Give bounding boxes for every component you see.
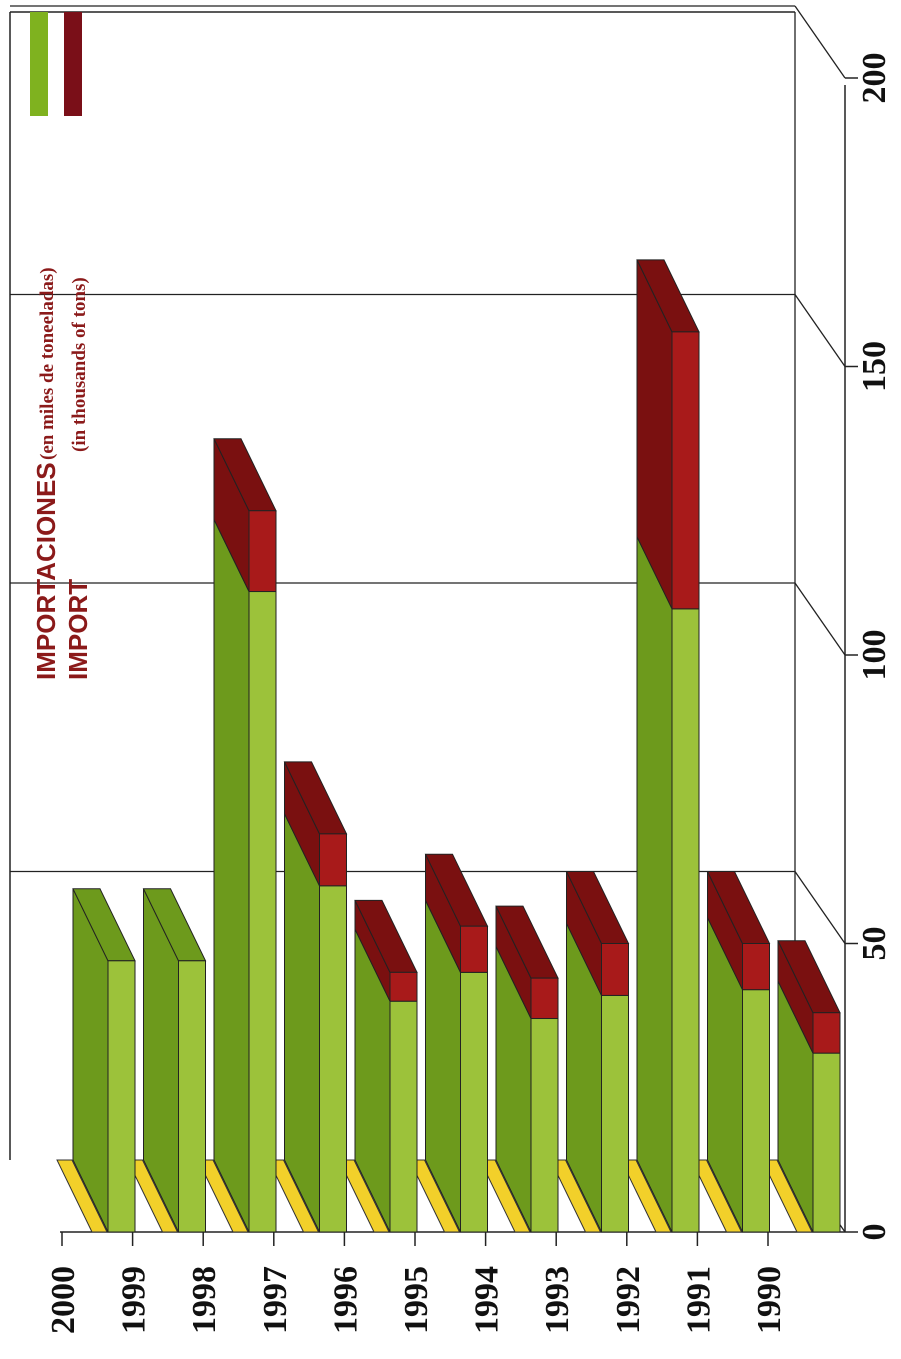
legend-swatch-red [64,12,82,116]
bar-series0 [460,971,488,1233]
legend-swatch-green [30,12,48,116]
category-tick-label: 1991 [680,1266,717,1334]
category-tick-label: 1995 [398,1266,435,1334]
bar-series1 [742,943,770,991]
floor-segment [408,1159,461,1233]
bar-side-series0 [636,536,673,1233]
bar-series1 [319,833,347,887]
floor-segment [267,1159,320,1233]
value-tick-label: 0 [856,1224,893,1241]
chart-subtitle-en: (in thousands of tons) [69,277,90,452]
bar-series0 [319,885,347,1233]
floor-segment [549,1159,602,1233]
bar-series1 [530,977,559,1020]
category-tick-label: 1990 [751,1266,788,1334]
value-tick-label: 150 [856,341,893,392]
value-tick-label: 200 [856,53,893,104]
bar-series1 [812,1012,841,1054]
bar-series1 [389,971,418,1002]
category-tick-label: 1993 [539,1266,576,1334]
category-tick-label: 2000 [45,1266,82,1334]
category-tick-label: 1996 [327,1266,364,1334]
bar-series0 [248,591,277,1233]
bar-side-series0 [284,813,320,1233]
chart-floor [56,1159,813,1233]
legend: IMPORTACIONES (en miles de toneeladas) I… [30,12,93,680]
floor-segment [56,1159,108,1233]
bar-series1 [671,331,700,610]
floor-segment [620,1159,672,1233]
gridline-diagonal [794,294,846,367]
bar-series0 [530,1018,559,1233]
value-axis: 0 50 100 150 200 [856,53,893,1241]
bar-series0 [812,1052,841,1233]
bar-series0 [671,608,700,1233]
floor-segment [690,1159,743,1233]
bar-series1 [248,510,277,593]
category-tick-label: 1994 [469,1266,506,1334]
bar-side-series0 [213,519,250,1233]
category-tick-label: 1998 [186,1266,223,1334]
bar-series0 [742,989,770,1233]
chart-subtitle: (en miles de toneeladas) [37,267,58,460]
floor-segment [761,1159,813,1233]
bar-series0 [178,960,206,1233]
floor-segment [197,1159,249,1233]
category-tick-label: 1999 [116,1266,153,1334]
bar-series1 [601,943,629,996]
chart-bars [72,259,841,1233]
bar-series1 [460,925,488,973]
category-tick-label: 1997 [257,1266,294,1334]
gridline-diagonal [794,5,846,79]
bar-series0 [389,1000,418,1233]
value-tick-label: 100 [856,630,893,681]
bar-series0 [601,994,629,1233]
floor-segment [126,1159,179,1233]
bar-series0 [107,960,136,1233]
value-tick-label: 50 [856,927,893,961]
floor-segment [338,1159,390,1233]
floor-segment [479,1159,531,1233]
category-tick-label: 1992 [610,1266,647,1334]
chart-title-en: IMPORT [63,579,93,680]
gridline-diagonal [794,871,846,944]
chart-title: IMPORTACIONES [31,462,61,680]
gridline-diagonal [794,582,846,656]
category-axis: 2000 1999 1998 1997 1996 1995 1994 1993 1992 1991… [45,1232,788,1334]
